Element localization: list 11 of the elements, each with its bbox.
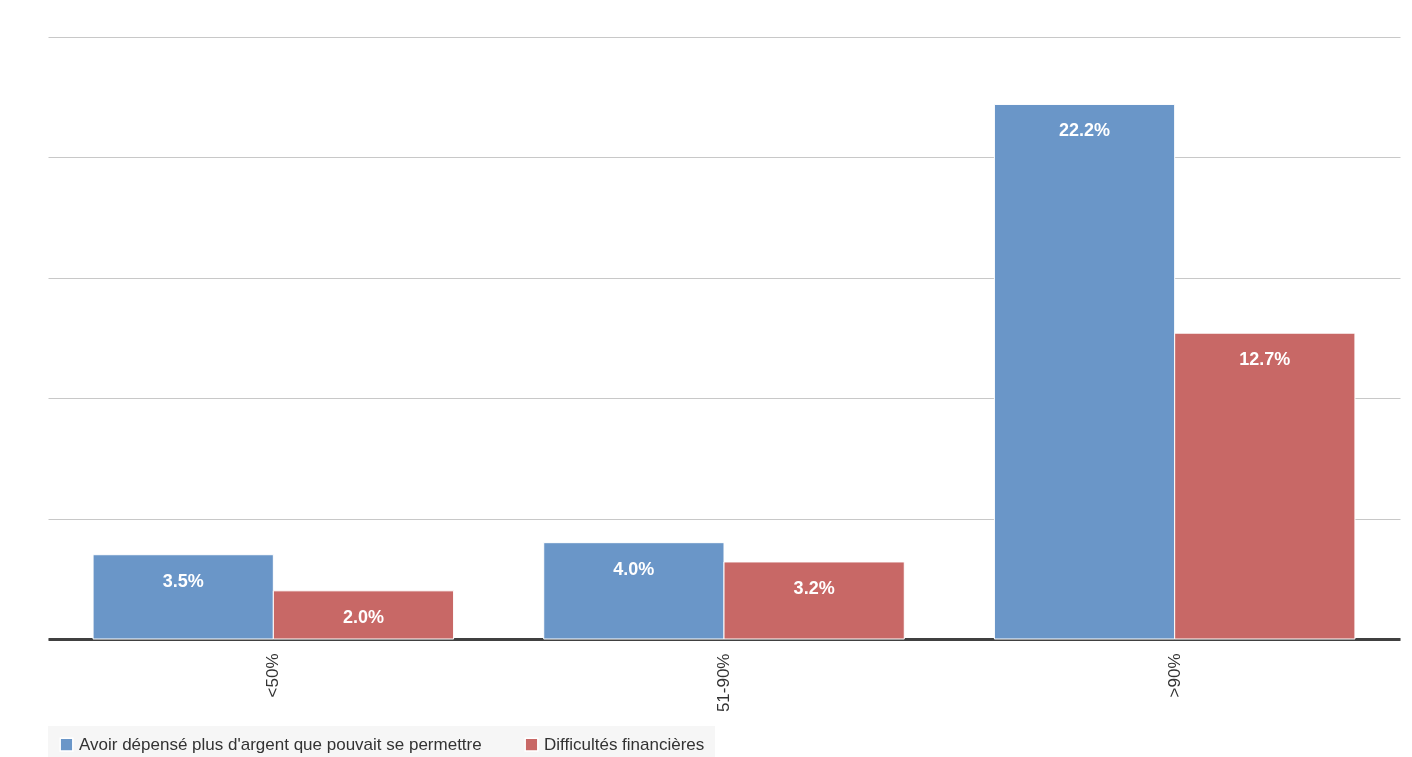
legend-label: Avoir dépensé plus d'argent que pouvait se permettre [79, 734, 482, 754]
x-tick-label: <50% [263, 653, 283, 698]
data-label: 4.0% [613, 558, 655, 579]
x-tick-label: >90% [1164, 653, 1184, 698]
data-label: 22.2% [1059, 120, 1111, 141]
legend-label: Difficultés financières [544, 734, 705, 754]
data-label: 12.7% [1239, 349, 1291, 370]
data-label: 3.5% [162, 570, 204, 591]
data-label: 2.0% [342, 606, 384, 627]
data-label: 3.2% [793, 577, 835, 598]
x-tick-label: 51-90% [714, 653, 733, 713]
